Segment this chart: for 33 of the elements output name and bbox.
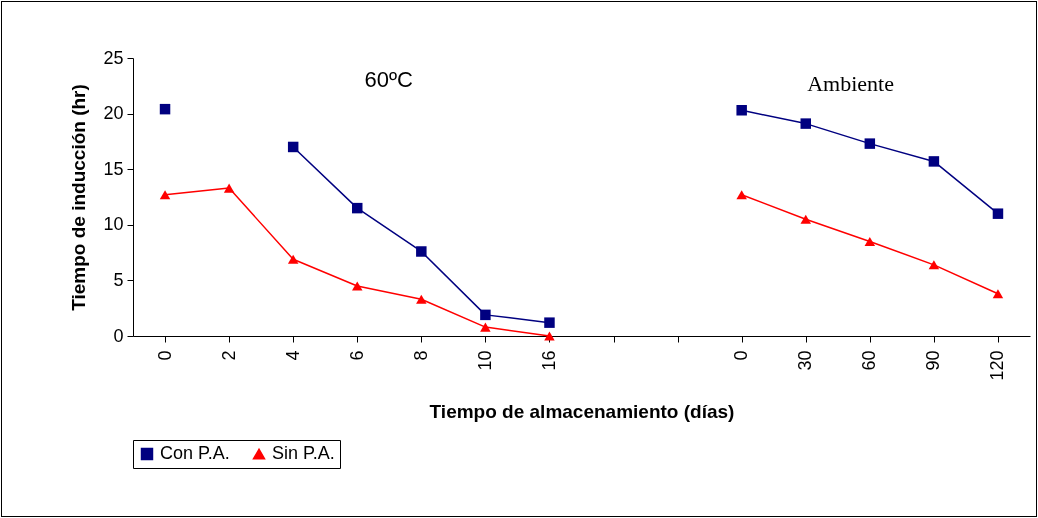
x-tick-label: 0 (154, 350, 175, 361)
y-tick-label: 10 (103, 214, 124, 235)
x-tick-label: 60 (859, 350, 880, 371)
point (159, 103, 171, 115)
x-tick-label: 16 (538, 350, 559, 371)
x-axis-title: Tiempo de almacenamiento (días) (429, 400, 735, 422)
x-tick-label: 90 (923, 350, 944, 371)
x-tick-label: 4 (282, 350, 303, 361)
point (864, 138, 876, 149)
x-tick-label: 2 (218, 350, 239, 361)
legend-label: Sin P.A. (272, 443, 335, 463)
x-tick-label: 30 (795, 350, 816, 371)
point (800, 118, 811, 129)
y-axis-title: Tiempo de inducción (hr) (68, 84, 90, 311)
x-tick-label: 0 (731, 350, 752, 361)
point (159, 190, 171, 200)
x-tick-label: 120 (987, 350, 1008, 381)
legend-label: Con P.A. (160, 443, 230, 463)
annotation: 60ºC (364, 67, 413, 93)
point (928, 156, 940, 167)
point (223, 183, 235, 193)
annotation: Ambiente (807, 70, 894, 96)
y-tick-label: 5 (113, 269, 124, 290)
x-tick-label: 8 (410, 350, 431, 361)
x-tick-label: 10 (474, 350, 495, 371)
point (480, 322, 491, 332)
y-tick-label: 0 (113, 325, 124, 346)
y-tick-label: 15 (103, 158, 124, 179)
x-tick-label: 6 (346, 350, 367, 361)
y-tick-label: 20 (103, 103, 124, 124)
y-tick-label: 25 (103, 47, 124, 68)
point (544, 331, 555, 341)
point (736, 105, 747, 116)
